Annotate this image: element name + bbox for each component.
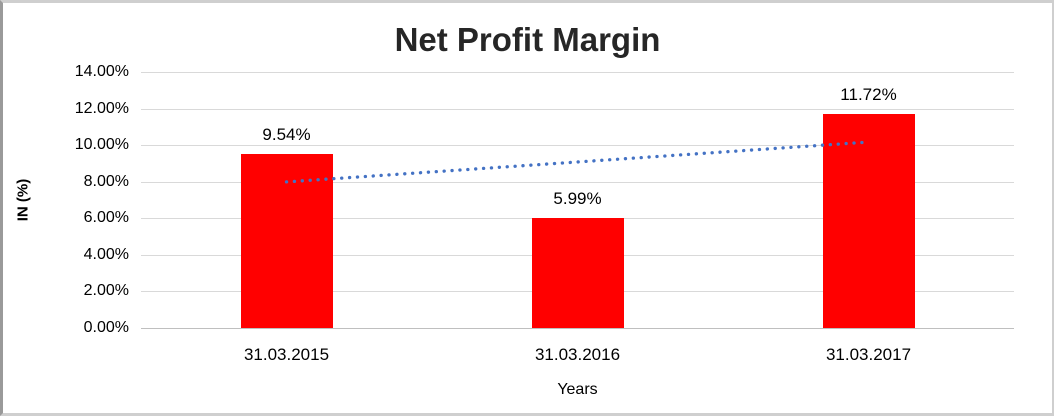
chart-title: Net Profit Margin [394,21,661,58]
y-tick-label: 6.00% [83,209,129,227]
y-axis-title: IN (%) [14,178,32,222]
plot-area: 9.54% 5.99% 11.72% [141,72,1014,329]
y-tick-label: 8.00% [83,172,129,190]
y-tick-label: 0.00% [83,319,129,336]
y-tick-label: 14.00% [74,63,129,80]
gridline [141,108,1014,110]
trendline [284,140,871,184]
y-tick-label: 12.00% [74,99,129,117]
x-tick-label: 31.03.2016 [534,345,621,364]
gridline [141,72,1014,73]
gridline [141,328,1014,329]
bar-31.03.2016 [531,218,624,328]
bar-value-label: 9.54% [262,124,311,144]
bar-31.03.2017 [822,113,915,328]
bar-value-label: 5.99% [553,189,602,209]
x-tick-label: 31.03.2017 [825,345,912,364]
x-axis-title: Years [557,381,598,398]
y-tick-label: 10.00% [74,136,129,154]
x-tick-label: 31.03.2015 [243,345,330,364]
gridline [141,181,1014,183]
gridline [141,145,1014,147]
bar-value-label: 11.72% [840,84,897,104]
y-tick-label: 2.00% [83,282,129,300]
trendline-path [284,140,871,184]
y-tick-label: 4.00% [83,245,129,263]
